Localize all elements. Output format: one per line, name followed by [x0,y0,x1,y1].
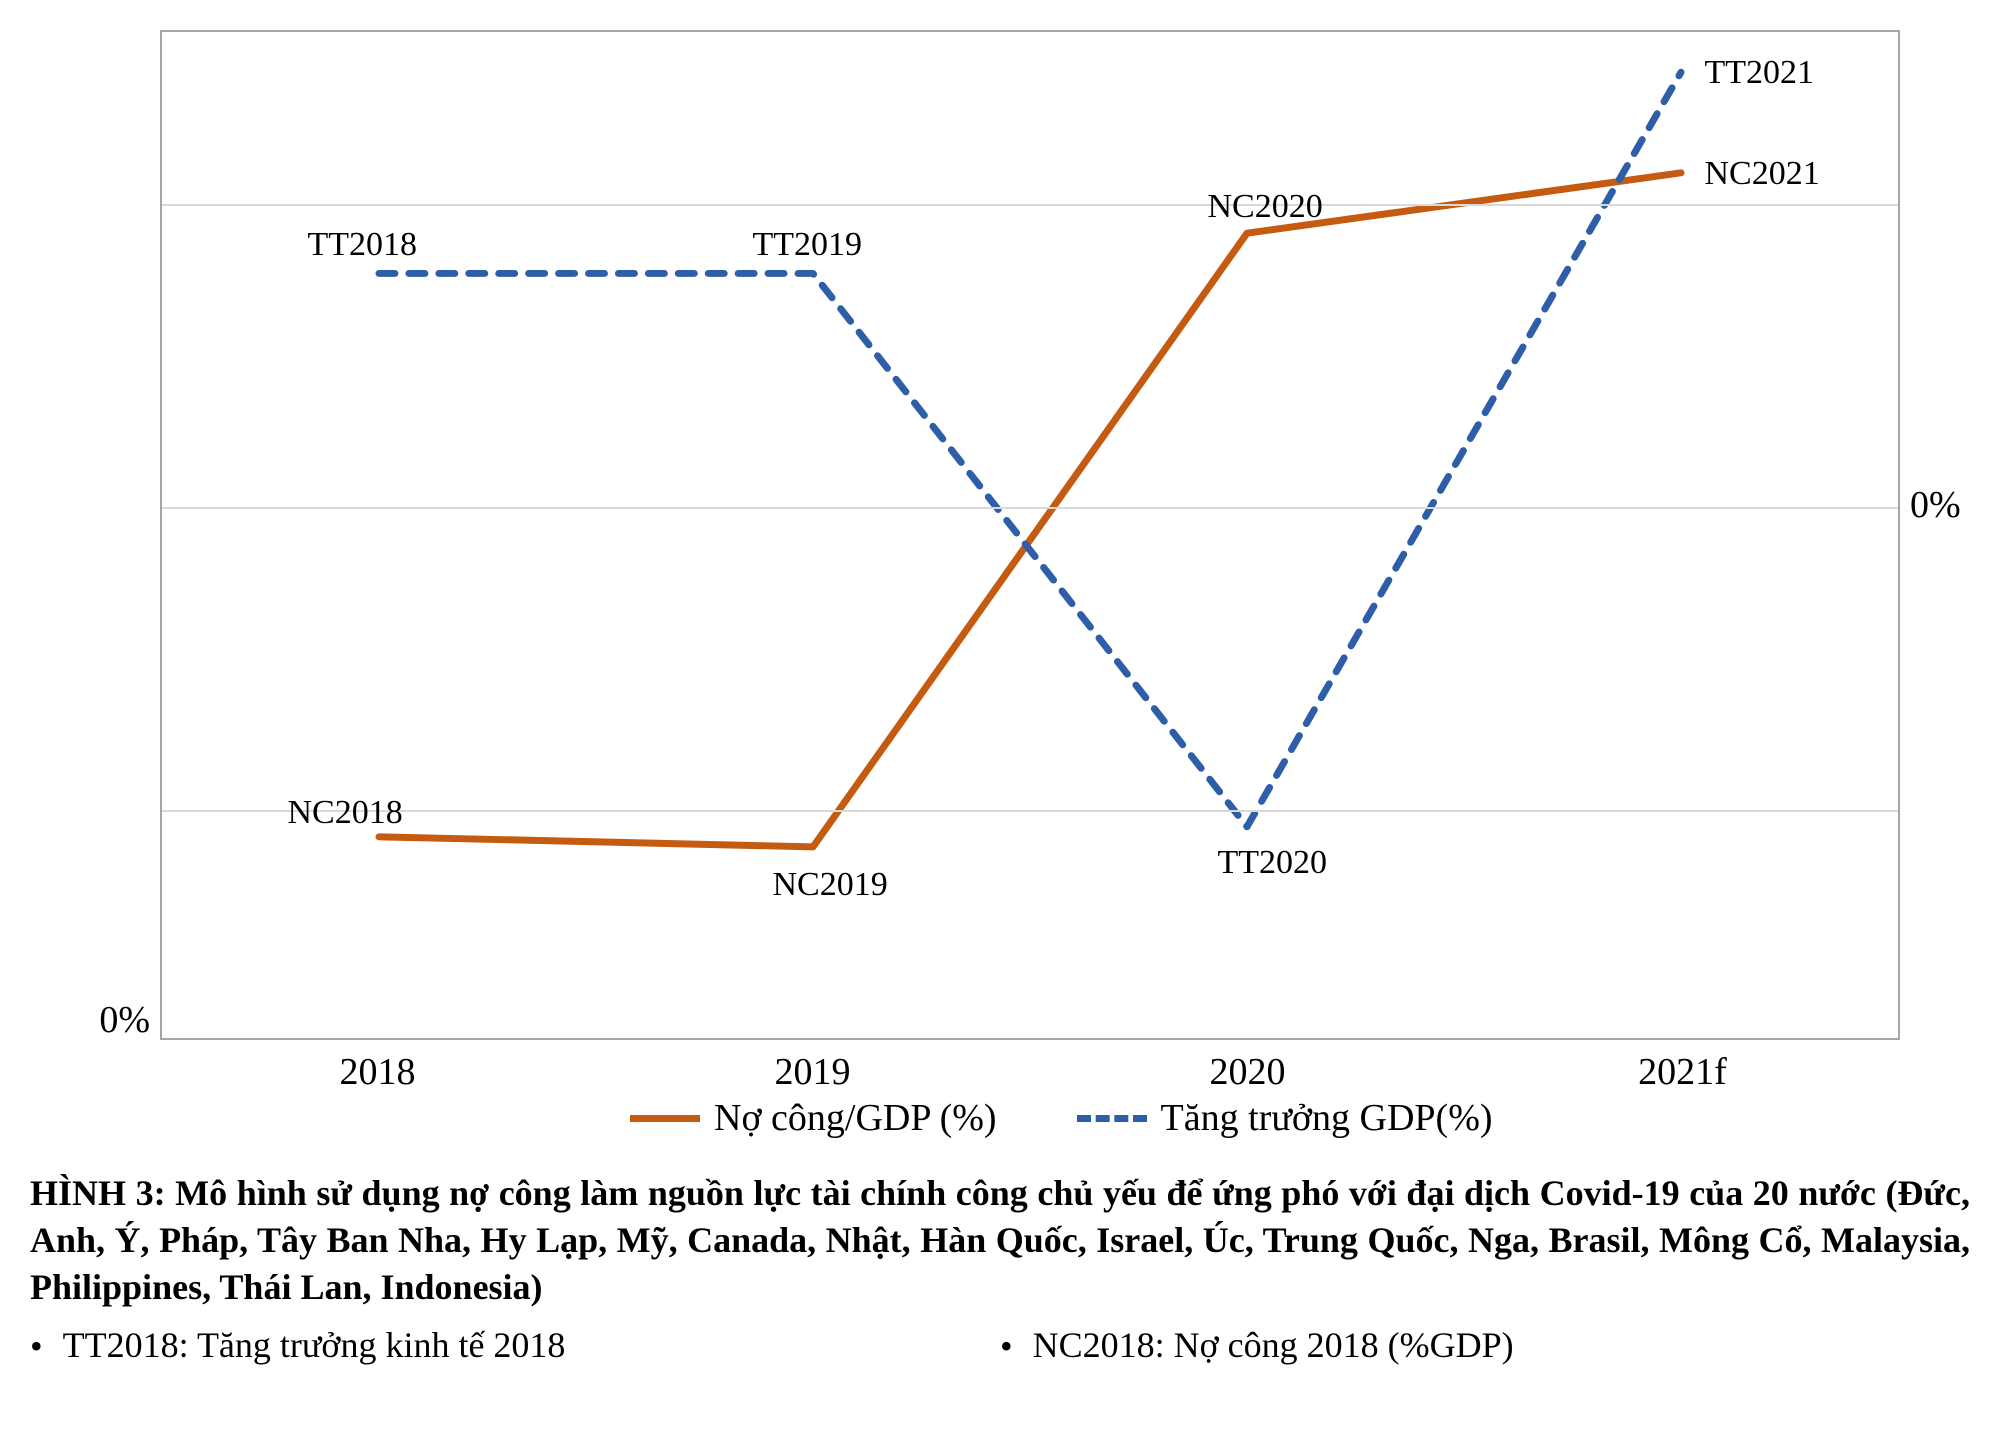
gridline [162,507,1898,509]
series-line [379,72,1681,827]
x-tick: 2021f [1638,1050,1727,1094]
note-left-text: TT2018: Tăng trưởng kinh tế 2018 [63,1324,566,1366]
legend-item: Tăng trưởng GDP(%) [1077,1096,1493,1140]
legend-label: Nợ công/GDP (%) [714,1096,997,1140]
chart-area: Nợ công/GDP (%) Tăng trưởng GDP(%) NC201… [30,20,1970,1150]
point-label: NC2021 [1705,155,1820,193]
figure-caption: HÌNH 3: Mô hình sử dụng nợ công làm nguồ… [30,1170,1970,1310]
point-label: NC2018 [288,794,403,832]
legend-label: Tăng trưởng GDP(%) [1161,1096,1493,1140]
legend: Nợ công/GDP (%) Tăng trưởng GDP(%) [630,1096,1493,1140]
y-right-zero: 0% [1910,483,1980,527]
legend-item: Nợ công/GDP (%) [630,1096,997,1140]
page-root: Nợ công/GDP (%) Tăng trưởng GDP(%) NC201… [0,0,2000,1444]
legend-swatch [1077,1115,1147,1122]
note-right-text: NC2018: Nợ công 2018 (%GDP) [1033,1324,1514,1366]
series-svg [162,32,1898,1038]
point-label: NC2020 [1208,188,1323,226]
point-label: TT2020 [1218,844,1328,882]
point-label: TT2018 [308,226,418,264]
x-tick: 2019 [775,1050,851,1094]
note-left: • TT2018: Tăng trưởng kinh tế 2018 [30,1324,1000,1366]
point-label: TT2021 [1705,54,1815,92]
plot-frame [160,30,1900,1040]
x-tick: 2018 [340,1050,416,1094]
gridline [162,204,1898,206]
note-right: • NC2018: Nợ công 2018 (%GDP) [1000,1324,1970,1366]
gridline [162,810,1898,812]
bullet-icon: • [1000,1324,1013,1364]
caption-prefix: HÌNH 3: [30,1173,166,1213]
y-left-zero: 0% [80,998,150,1042]
legend-notes: • TT2018: Tăng trưởng kinh tế 2018 • NC2… [30,1324,1970,1366]
caption-text: Mô hình sử dụng nợ công làm nguồn lực tà… [30,1173,1970,1307]
point-label: TT2019 [753,226,863,264]
bullet-icon: • [30,1324,43,1364]
x-tick: 2020 [1210,1050,1286,1094]
legend-swatch [630,1115,700,1122]
point-label: NC2019 [773,866,888,904]
